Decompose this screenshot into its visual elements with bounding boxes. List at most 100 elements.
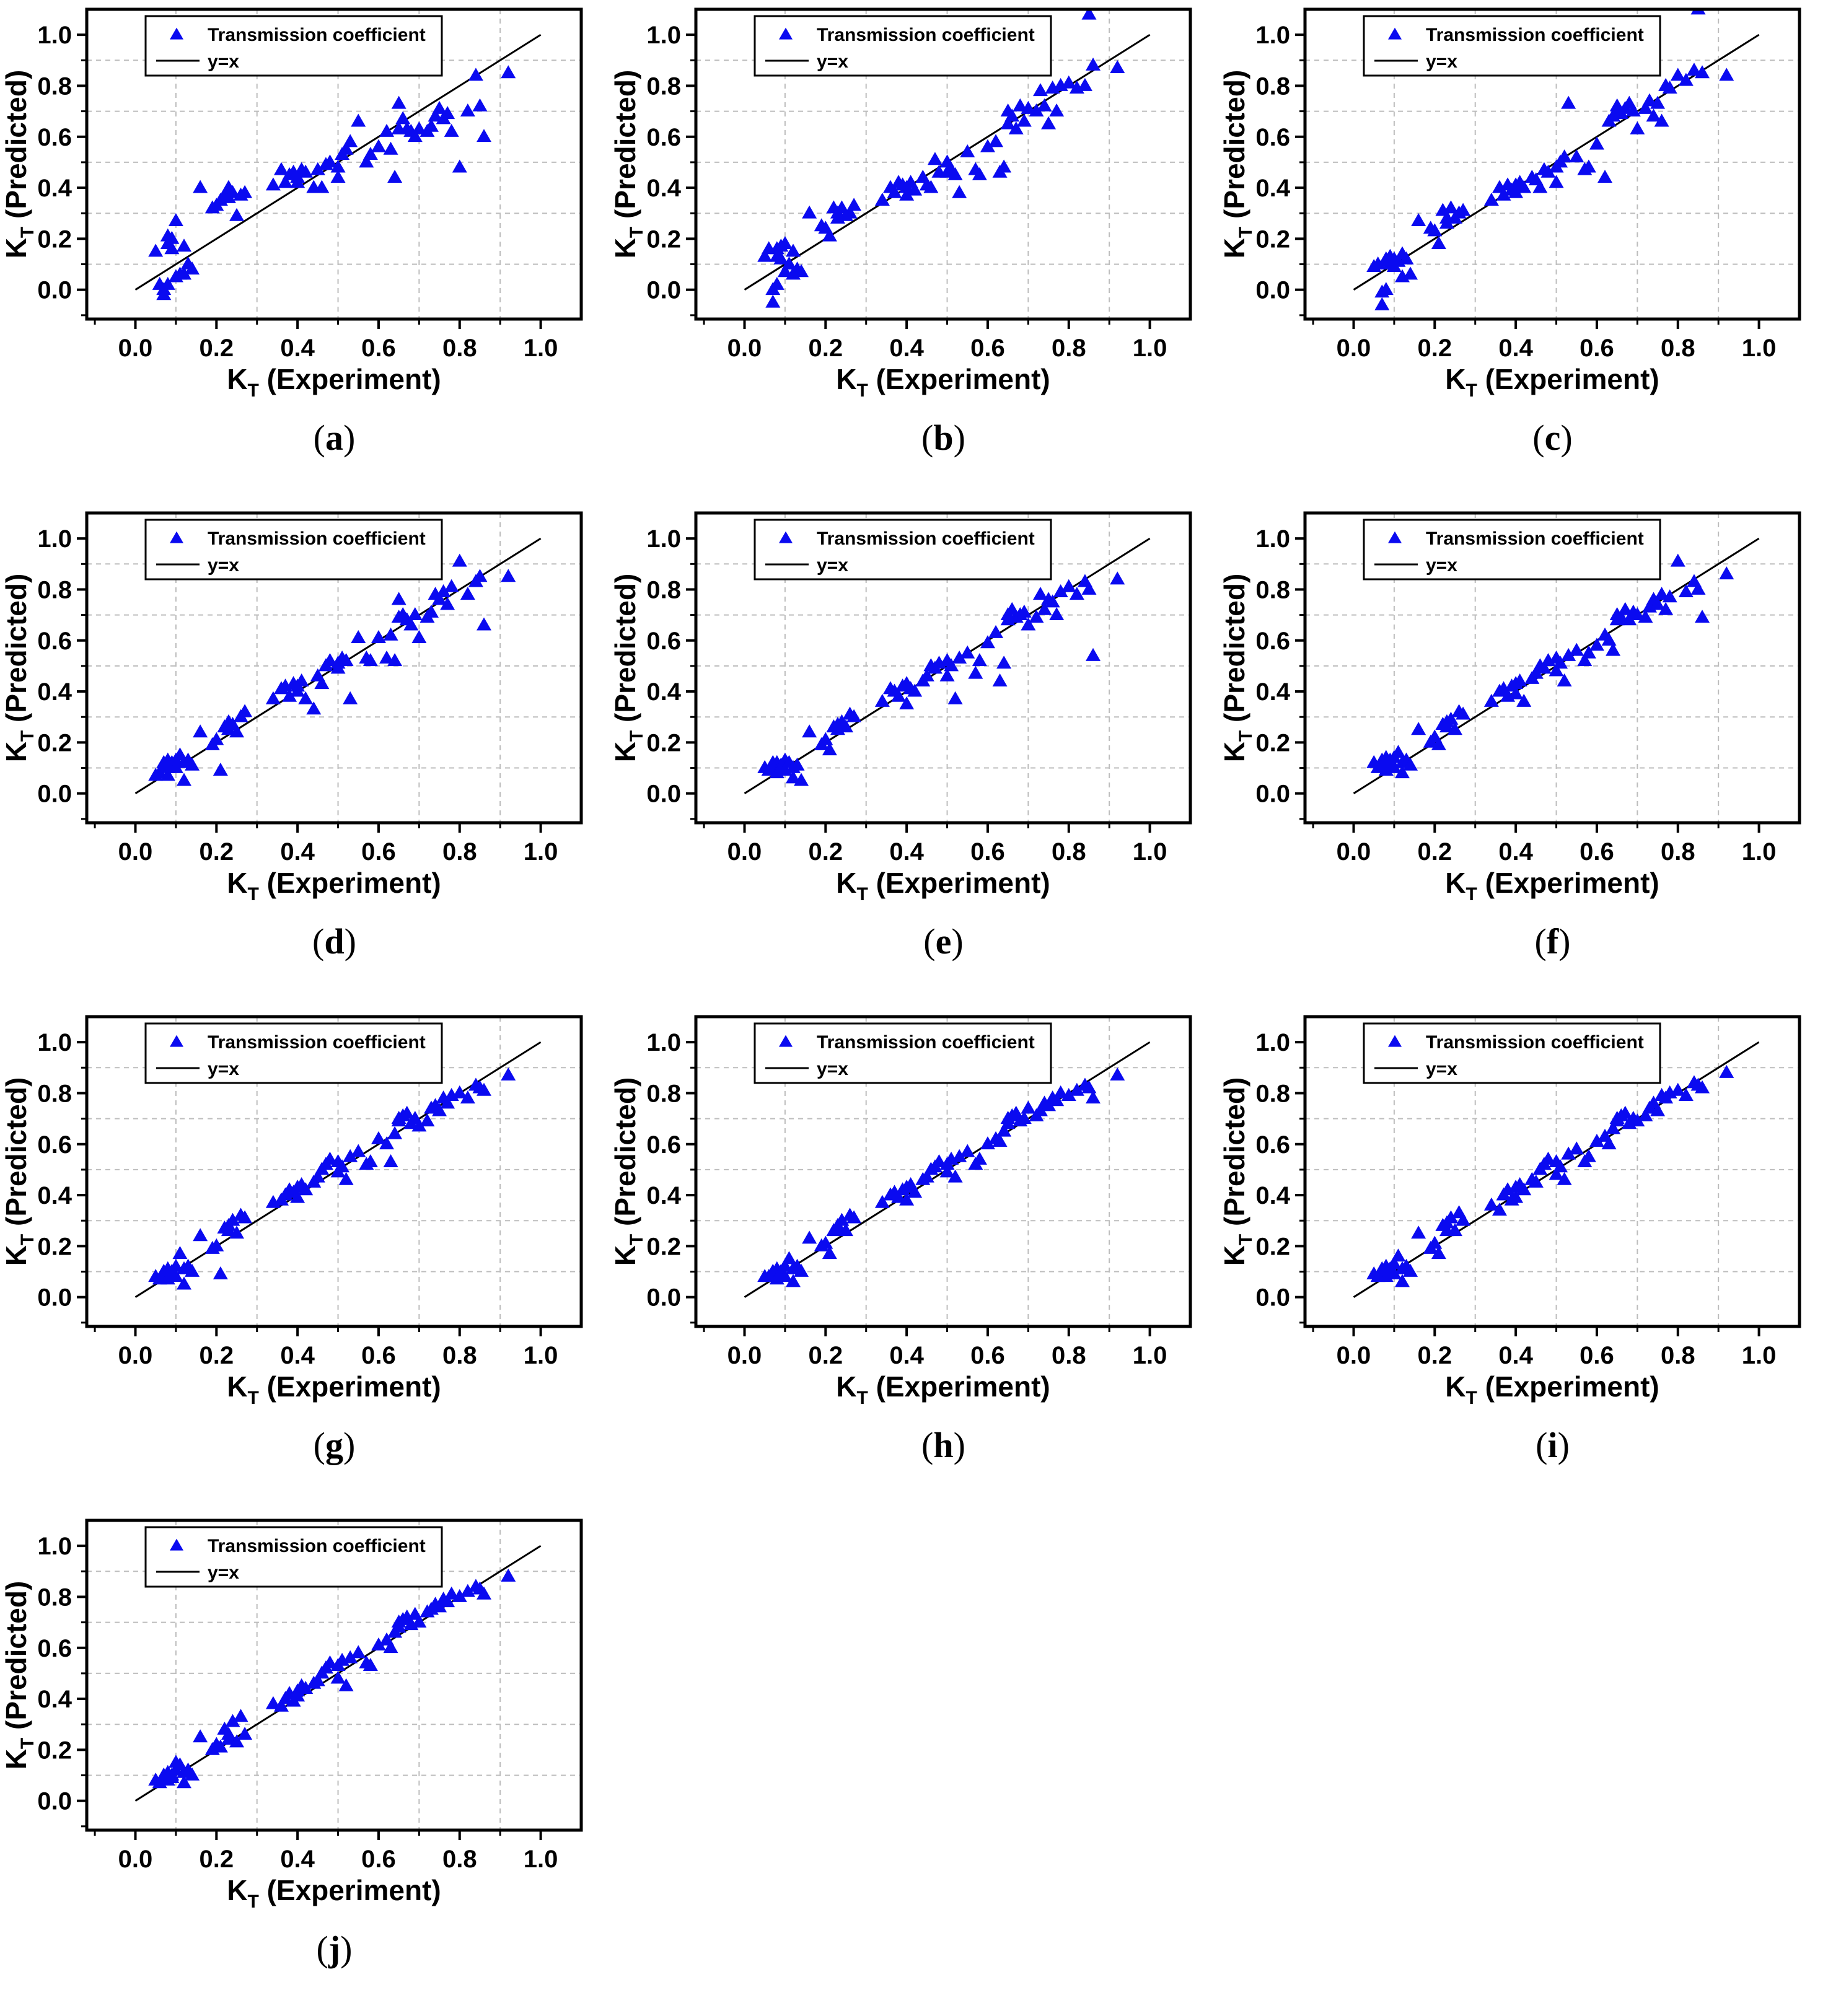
data-point-marker <box>822 228 837 242</box>
data-point-marker <box>185 261 200 275</box>
x-tick-label: 1.0 <box>1133 838 1167 866</box>
data-point-marker <box>1045 594 1060 608</box>
data-point-marker <box>1443 1210 1459 1224</box>
tick-labels: 0.0 0.2 0.4 0.6 0.8 1.0 0.0 0.2 0.4 0.6 0.8 1.0 <box>37 525 558 866</box>
data-point-marker <box>1678 584 1694 597</box>
data-point-marker <box>907 1185 923 1198</box>
data-point-marker <box>960 645 975 659</box>
data-point-marker <box>1431 737 1446 750</box>
axis-ticks <box>1295 33 1760 329</box>
data-point-marker <box>176 1775 191 1789</box>
data-point-marker <box>371 630 386 644</box>
legend-label-series: Transmission coefficient <box>1426 1032 1644 1053</box>
subplot-chart-g: 0.0 0.2 0.4 0.6 0.8 1.0 0.0 0.2 0.4 0.6 0.8 1.0 KT (… <box>0 1007 609 1410</box>
data-point-marker <box>176 266 191 280</box>
y-tick-label: 0.4 <box>1255 678 1290 706</box>
data-point-marker <box>1077 77 1092 91</box>
data-point-marker <box>789 757 805 771</box>
tick-labels: 0.0 0.2 0.4 0.6 0.8 1.0 0.0 0.2 0.4 0.6 0.8 1.0 <box>37 1533 558 1873</box>
data-point-marker <box>1650 95 1666 109</box>
data-point-marker <box>927 152 943 165</box>
legend: Transmission coefficient y=x <box>754 519 1052 581</box>
data-point-marker <box>363 1154 378 1167</box>
y-tick-label: 0.2 <box>37 1233 72 1260</box>
data-point-marker <box>1483 193 1499 206</box>
y-tick-label: 0.6 <box>646 1131 681 1159</box>
data-point-marker <box>1411 1225 1426 1239</box>
data-point-marker <box>371 1637 386 1651</box>
y-tick-label: 0.0 <box>1255 1284 1290 1312</box>
legend-triangle-icon <box>170 27 183 40</box>
x-tick-label: 0.6 <box>361 335 396 362</box>
y-tick-label: 0.0 <box>646 277 681 304</box>
data-point-marker <box>310 162 325 175</box>
data-point-marker <box>152 765 167 779</box>
data-point-marker <box>351 630 366 644</box>
data-point-marker <box>891 1190 907 1203</box>
data-point-marker <box>996 159 1012 173</box>
data-point-marker <box>1650 597 1666 610</box>
data-point-marker <box>1561 1146 1576 1160</box>
data-point-marker <box>1601 633 1617 646</box>
data-point-marker <box>330 159 346 173</box>
legend-label-series: Transmission coefficient <box>208 1536 426 1556</box>
x-tick-label: 1.0 <box>524 335 558 362</box>
data-point-marker <box>213 763 228 776</box>
x-tick-label: 0.8 <box>442 838 477 866</box>
data-point-marker <box>757 248 773 262</box>
y-tick-label: 0.8 <box>37 1080 72 1107</box>
data-point-marker <box>225 1212 240 1226</box>
data-point-marker <box>351 1645 366 1659</box>
axis-frame <box>85 1519 583 1832</box>
data-point-marker <box>1606 642 1621 656</box>
data-point-marker <box>343 691 358 704</box>
data-point-marker <box>265 1696 281 1709</box>
data-point-marker <box>1443 711 1459 725</box>
data-point-marker <box>1110 571 1125 585</box>
data-point-marker <box>1695 610 1710 623</box>
data-point-marker <box>988 134 1004 147</box>
legend-box <box>144 15 443 77</box>
data-point-marker <box>1086 57 1101 71</box>
x-tick-label: 0.0 <box>727 1342 762 1369</box>
x-tick-label: 0.6 <box>1580 335 1614 362</box>
data-point-marker <box>399 1105 415 1119</box>
data-point-marker <box>428 108 443 122</box>
data-point-marker <box>164 241 180 255</box>
data-point-marker <box>1581 159 1596 173</box>
data-point-marker <box>1456 706 1471 720</box>
data-point-marker <box>1448 1223 1463 1237</box>
data-point-marker <box>363 653 378 667</box>
data-point-marker <box>501 1067 516 1081</box>
data-point-marker <box>822 742 837 756</box>
legend-label-series: Transmission coefficient <box>208 25 426 45</box>
x-axis-label: KT (Experiment) <box>227 1874 441 1912</box>
data-point-marker <box>306 701 322 715</box>
data-point-marker <box>310 1169 325 1183</box>
data-point-marker <box>1553 655 1568 669</box>
y-tick-label: 0.0 <box>37 277 72 304</box>
legend: Transmission coefficient y=x <box>1363 15 1661 77</box>
y-tick-label: 0.8 <box>1255 1080 1290 1107</box>
axis-ticks <box>1295 1041 1760 1336</box>
subplot-cell-i: 0.0 0.2 0.4 0.6 0.8 1.0 0.0 0.2 0.4 0.6 0.8 1.0 KT (… <box>1218 1007 1827 1511</box>
data-point-marker <box>379 123 395 137</box>
data-point-marker <box>1561 95 1576 109</box>
y-tick-label: 0.6 <box>646 628 681 655</box>
x-tick-label: 0.0 <box>1337 335 1371 362</box>
data-point-marker <box>391 95 406 109</box>
data-point-marker <box>1569 1141 1584 1155</box>
data-point-marker <box>1553 1159 1568 1173</box>
data-point-marker <box>501 1568 516 1582</box>
data-point-marker <box>472 98 488 112</box>
data-point-marker <box>1601 1136 1617 1150</box>
y-tick-label: 0.2 <box>37 729 72 756</box>
data-point-marker <box>1662 80 1677 94</box>
subplot-cell-c: 0.0 0.2 0.4 0.6 0.8 1.0 0.0 0.2 0.4 0.6 0.8 1.0 KT (… <box>1218 0 1827 504</box>
data-point-marker <box>1678 72 1694 86</box>
data-point-marker <box>440 106 455 120</box>
data-point-marker <box>794 773 809 786</box>
legend-box <box>144 1526 443 1588</box>
x-tick-label: 0.4 <box>1498 838 1533 866</box>
